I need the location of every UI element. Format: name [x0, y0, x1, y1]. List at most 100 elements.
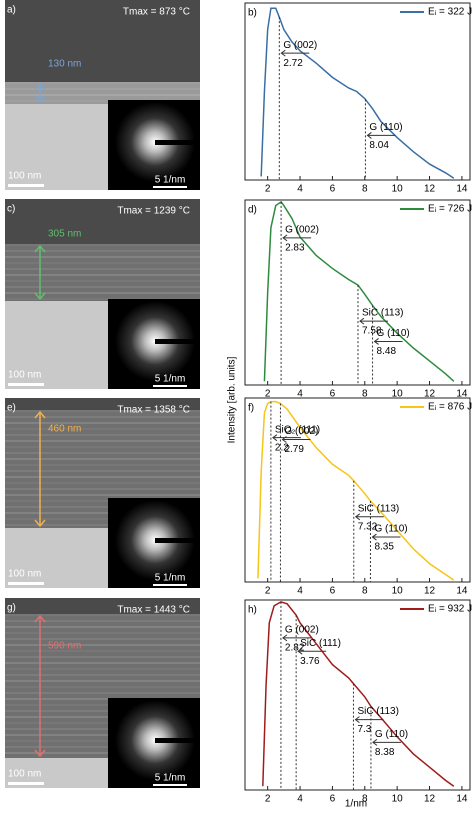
layer-streak: [5, 88, 200, 90]
peak-position: 2.79: [284, 444, 304, 455]
layer-streak: [5, 722, 200, 724]
x-tick-label: 4: [297, 184, 303, 195]
arrow-head: [282, 234, 288, 242]
layer-streak: [5, 734, 200, 736]
layer-streak: [5, 500, 200, 502]
x-tick-label: 2: [265, 586, 271, 597]
legend-label: Eᵢ = 322 J: [428, 7, 472, 18]
arrow-head: [366, 132, 372, 139]
layer-streak: [5, 440, 200, 442]
layer-streak: [5, 82, 200, 84]
x-tick-label: 10: [392, 184, 404, 195]
layer-streak: [5, 512, 200, 514]
x-tick-label: 2: [265, 389, 271, 400]
layer-streak: [5, 494, 200, 496]
peak-position: 8.48: [377, 346, 397, 357]
layer-streak: [5, 256, 200, 258]
layer-streak: [5, 704, 200, 706]
arrow-head: [359, 317, 365, 325]
layer-streak: [5, 656, 200, 658]
layer-streak: [5, 458, 200, 460]
layer-streak: [5, 746, 200, 748]
layer-streak: [5, 262, 200, 264]
layer-streak: [5, 410, 200, 412]
micrograph-top: [5, 0, 200, 82]
diffraction-scale: 5 1/nm: [155, 374, 186, 385]
peak-label: G (110): [374, 524, 407, 535]
layer-streak: [5, 250, 200, 252]
peak-label: SiC (113): [362, 308, 404, 319]
panel-letter: f): [248, 403, 254, 414]
panel-letter: b): [248, 8, 257, 19]
legend-label: Eᵢ = 932 J: [428, 604, 472, 615]
x-tick-label: 6: [330, 389, 336, 400]
x-tick-label: 10: [392, 794, 404, 805]
scale-label: 100 nm: [8, 769, 41, 780]
layer-streak: [5, 644, 200, 646]
micrograph-top: [5, 598, 200, 614]
scale-bar: [8, 383, 44, 386]
arrow-head: [34, 244, 46, 301]
curve: [262, 601, 455, 787]
layer-streak: [5, 280, 200, 282]
diffraction-scale-bar: [153, 385, 187, 387]
curve: [257, 400, 455, 581]
micrograph-top: [5, 398, 200, 410]
x-tick-label: 4: [297, 794, 303, 805]
scale-label: 100 nm: [8, 370, 41, 381]
coating-layer: [5, 244, 200, 301]
coating-layer: [5, 82, 200, 104]
peak-position: 7.3: [357, 724, 371, 735]
layer-streak: [5, 94, 200, 96]
x-tick-label: 14: [456, 389, 468, 400]
layer-streak: [5, 244, 200, 246]
layer-streak: [5, 488, 200, 490]
diffraction-scale-bar: [153, 784, 187, 786]
layer-streak: [5, 298, 200, 300]
x-tick-label: 6: [330, 794, 336, 805]
arrow-head: [297, 647, 303, 655]
arrow-head: [372, 739, 378, 746]
arrow-head: [373, 338, 379, 345]
layer-streak: [5, 674, 200, 676]
x-tick-label: 4: [297, 389, 303, 400]
x-tick-label: 6: [330, 586, 336, 597]
arrow-head: [281, 436, 287, 443]
plot-frame: [244, 397, 471, 583]
layer-streak: [5, 668, 200, 670]
panel-letter: a): [7, 5, 16, 16]
beam-stop: [155, 140, 200, 145]
layer-streak: [5, 650, 200, 652]
plot-frame: [244, 199, 471, 386]
layer-streak: [5, 422, 200, 424]
x-tick-label: 8: [362, 389, 368, 400]
x-tick-label: 10: [392, 586, 404, 597]
layer-streak: [5, 286, 200, 288]
layer-streak: [5, 620, 200, 622]
peak-position: 2.72: [283, 58, 303, 69]
layer-streak: [5, 268, 200, 270]
layer-streak: [5, 692, 200, 694]
peak-position: 2.2: [275, 442, 289, 453]
layer-streak: [5, 518, 200, 520]
thickness-label: 130 nm: [48, 59, 81, 70]
curve: [263, 200, 455, 382]
layer-streak: [5, 710, 200, 712]
layer-streak: [5, 716, 200, 718]
peak-label: SiC (111): [300, 638, 341, 649]
layer-streak: [5, 452, 200, 454]
x-tick-label: 8: [362, 794, 368, 805]
layer-streak: [5, 434, 200, 436]
thickness-label: 305 nm: [48, 229, 81, 240]
layer-streak: [5, 100, 200, 102]
peak-label: SiC (113): [357, 706, 399, 717]
layer-streak: [5, 446, 200, 448]
diffraction-scale-bar: [153, 584, 187, 586]
layer-streak: [5, 416, 200, 418]
x-axis-label: 1/nm: [345, 799, 367, 810]
diffraction-scale: 5 1/nm: [155, 773, 186, 784]
scale-bar: [8, 782, 44, 785]
x-tick-label: 4: [297, 586, 303, 597]
scale-bar: [8, 184, 44, 187]
